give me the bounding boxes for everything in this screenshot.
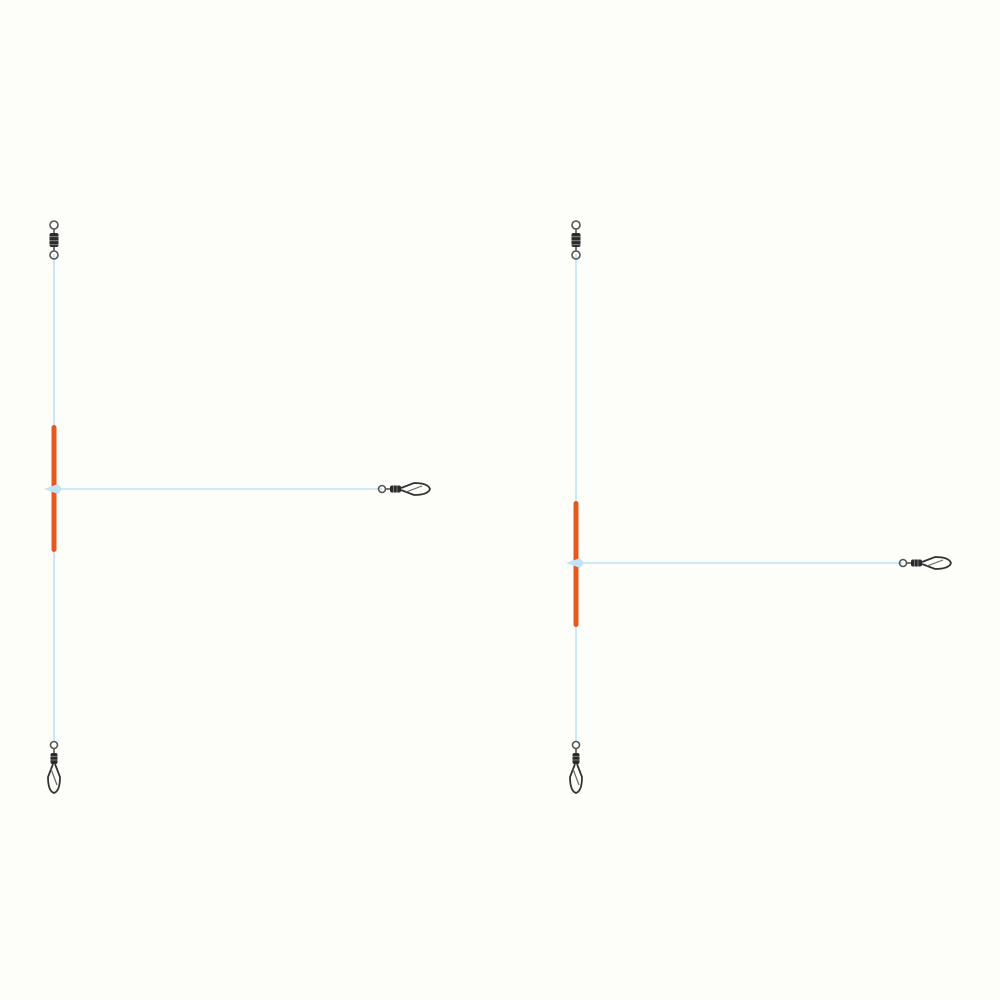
connector-bead (566, 558, 584, 568)
bottom-snap-swivel-icon (569, 740, 583, 794)
rig-right (566, 220, 952, 794)
top-swivel-icon (48, 220, 60, 260)
top-swivel-icon (570, 220, 582, 260)
rig-left (44, 220, 431, 794)
branch-snap-swivel-icon (898, 556, 952, 570)
branch-snap-swivel-icon (377, 482, 431, 496)
connector-bead (44, 484, 62, 494)
bottom-snap-swivel-icon (47, 740, 61, 794)
